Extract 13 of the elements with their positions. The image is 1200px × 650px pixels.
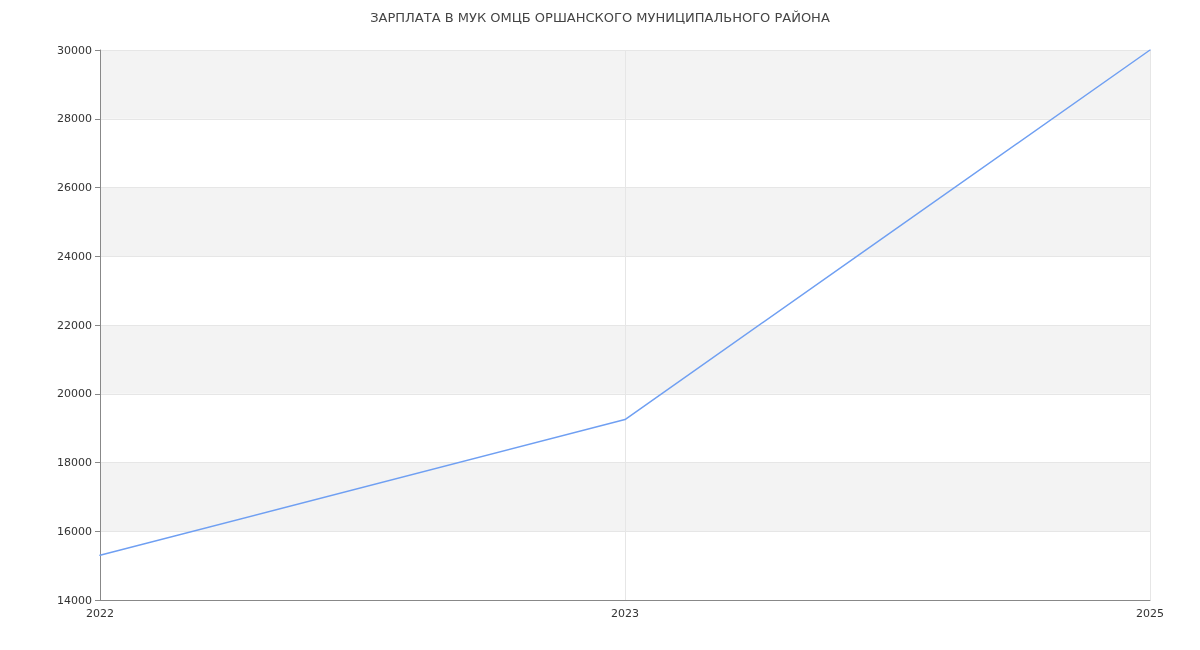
x-tick-label: 2025 bbox=[1136, 607, 1164, 620]
y-tick-label: 30000 bbox=[57, 43, 92, 57]
y-tick-label: 24000 bbox=[57, 249, 92, 263]
y-tick-label: 28000 bbox=[57, 112, 92, 126]
y-tick-label: 26000 bbox=[57, 181, 92, 194]
chart-title: ЗАРПЛАТА В МУК ОМЦБ ОРШАНСКОГО МУНИЦИПАЛЬНОГО РАЙОНА bbox=[370, 10, 830, 25]
y-tick-label: 20000 bbox=[57, 387, 92, 401]
y-tick-label: 14000 bbox=[57, 593, 92, 607]
x-tick-label: 2022 bbox=[86, 607, 114, 620]
y-tick-label: 18000 bbox=[57, 456, 92, 469]
x-tick-label: 2023 bbox=[611, 607, 639, 620]
y-tick-label: 16000 bbox=[57, 524, 92, 538]
y-tick-label: 22000 bbox=[57, 318, 92, 332]
